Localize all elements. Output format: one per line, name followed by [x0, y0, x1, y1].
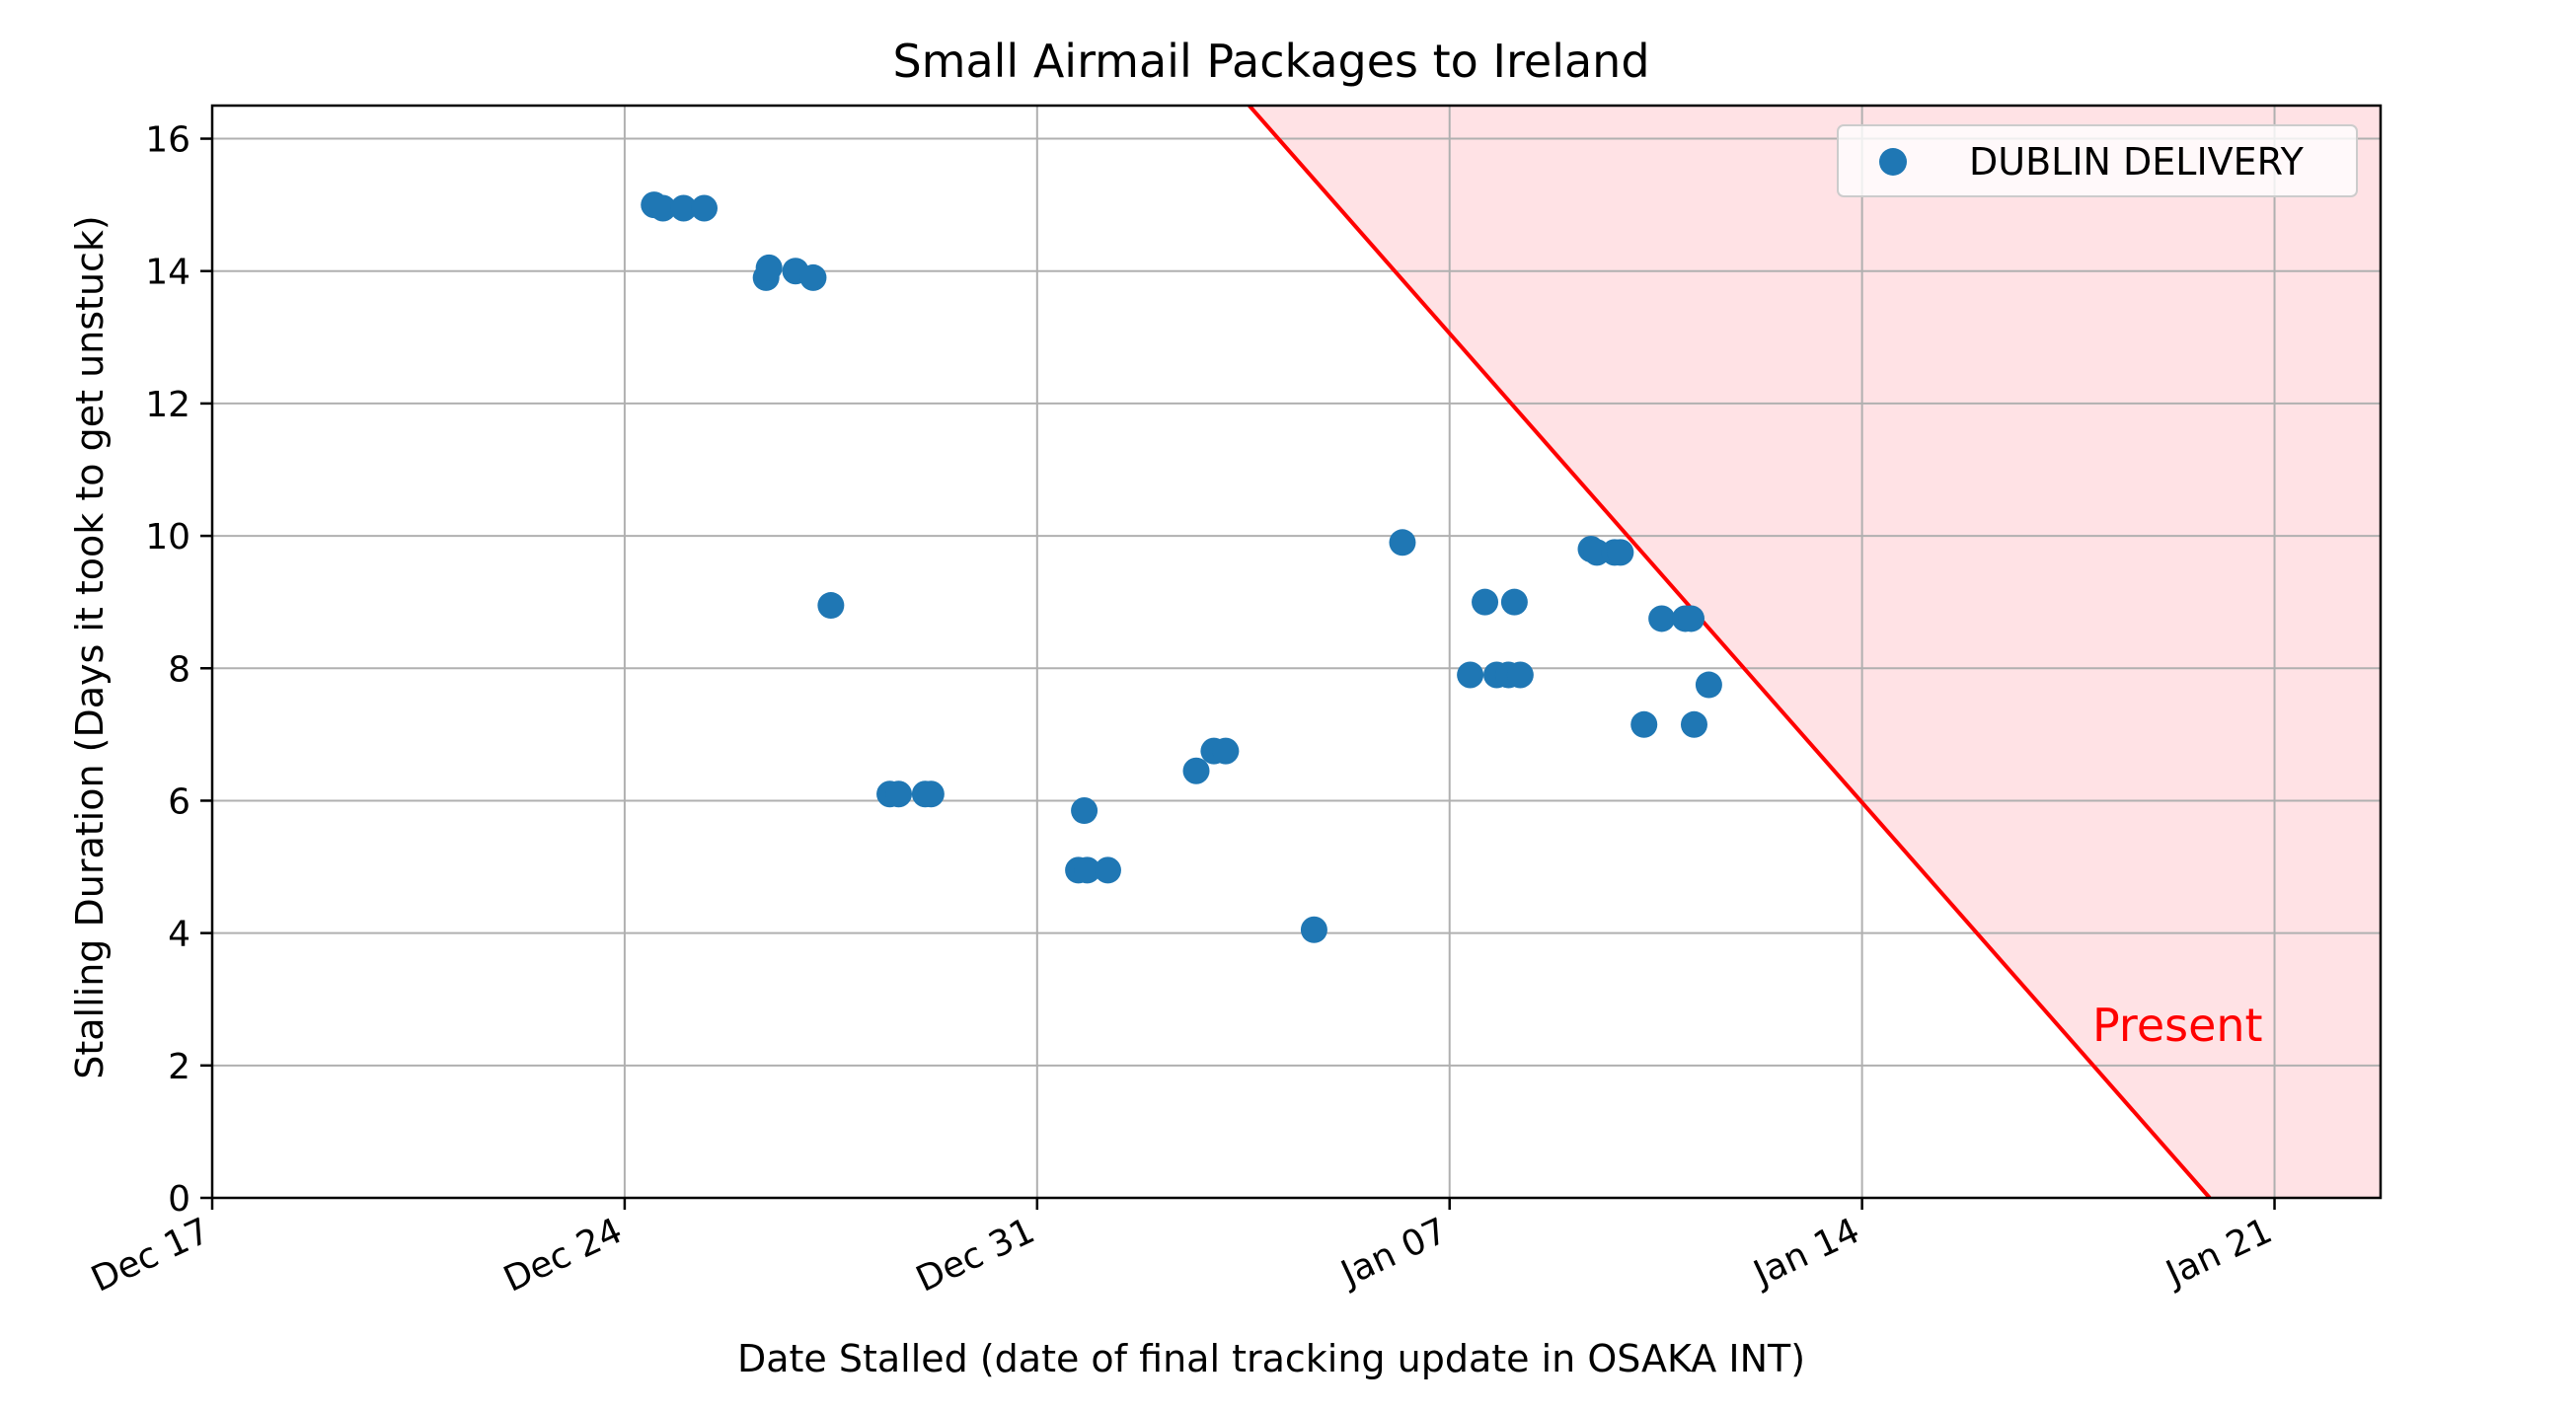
- y-tick-label: 6: [168, 781, 190, 822]
- scatter-point: [1389, 529, 1416, 557]
- scatter-point: [670, 194, 698, 222]
- y-tick-label: 14: [145, 253, 190, 293]
- legend-label: DUBLIN DELIVERY: [1969, 140, 2305, 184]
- scatter-point: [1457, 661, 1484, 689]
- scatter-point: [649, 194, 677, 222]
- scatter-point: [1472, 588, 1499, 616]
- scatter-point: [817, 592, 845, 620]
- scatter-point: [1506, 661, 1534, 689]
- scatter-point: [1300, 916, 1327, 943]
- legend-marker: [1879, 148, 1907, 176]
- scatter-point: [1695, 671, 1722, 699]
- y-tick-label: 4: [168, 915, 190, 955]
- scatter-point: [1212, 737, 1240, 765]
- present-label: Present: [2092, 999, 2263, 1052]
- plot-frame: [210, 104, 2383, 1200]
- scatter-point: [1607, 539, 1634, 566]
- y-tick-label: 8: [168, 649, 190, 690]
- present-shaded-area: [1249, 106, 2381, 1198]
- scatter-point: [799, 263, 827, 291]
- present-line-layer: [1248, 104, 2212, 1200]
- present-line: [1248, 104, 2212, 1200]
- y-tick-label: 0: [168, 1179, 190, 1220]
- scatter-point: [1094, 856, 1121, 884]
- scatter-point: [691, 194, 719, 222]
- scatter-point: [1648, 605, 1676, 632]
- y-tick-label: 12: [145, 385, 190, 425]
- chart-title: Small Airmail Packages to Ireland: [892, 35, 1649, 88]
- y-tick-label: 10: [145, 517, 190, 557]
- x-axis-label: Date Stalled (date of final tracking upd…: [737, 1337, 1805, 1380]
- scatter-points: [641, 191, 1722, 943]
- scatter-point: [917, 780, 945, 808]
- y-tick-label: 2: [168, 1047, 190, 1087]
- scatter-point: [1630, 710, 1658, 738]
- y-axis-ticks: 0 2 4 6 8 10 12 14 16: [145, 120, 212, 1220]
- scatter-point: [755, 254, 783, 281]
- scatter-point: [1500, 588, 1528, 616]
- present-shaded-region: [1249, 106, 2381, 1198]
- legend: DUBLIN DELIVERY: [1837, 124, 2358, 197]
- y-tick-label: 16: [145, 120, 190, 161]
- legend-box: [1837, 124, 2358, 197]
- y-axis-label: Stalling Duration (Days it took to get u…: [68, 215, 112, 1079]
- scatter-point: [1074, 856, 1101, 884]
- scatter-point: [1677, 605, 1705, 632]
- scatter-point: [1071, 797, 1099, 825]
- scatter-point: [885, 780, 913, 808]
- scatter-point: [1680, 710, 1707, 738]
- scatter-point: [1182, 757, 1210, 784]
